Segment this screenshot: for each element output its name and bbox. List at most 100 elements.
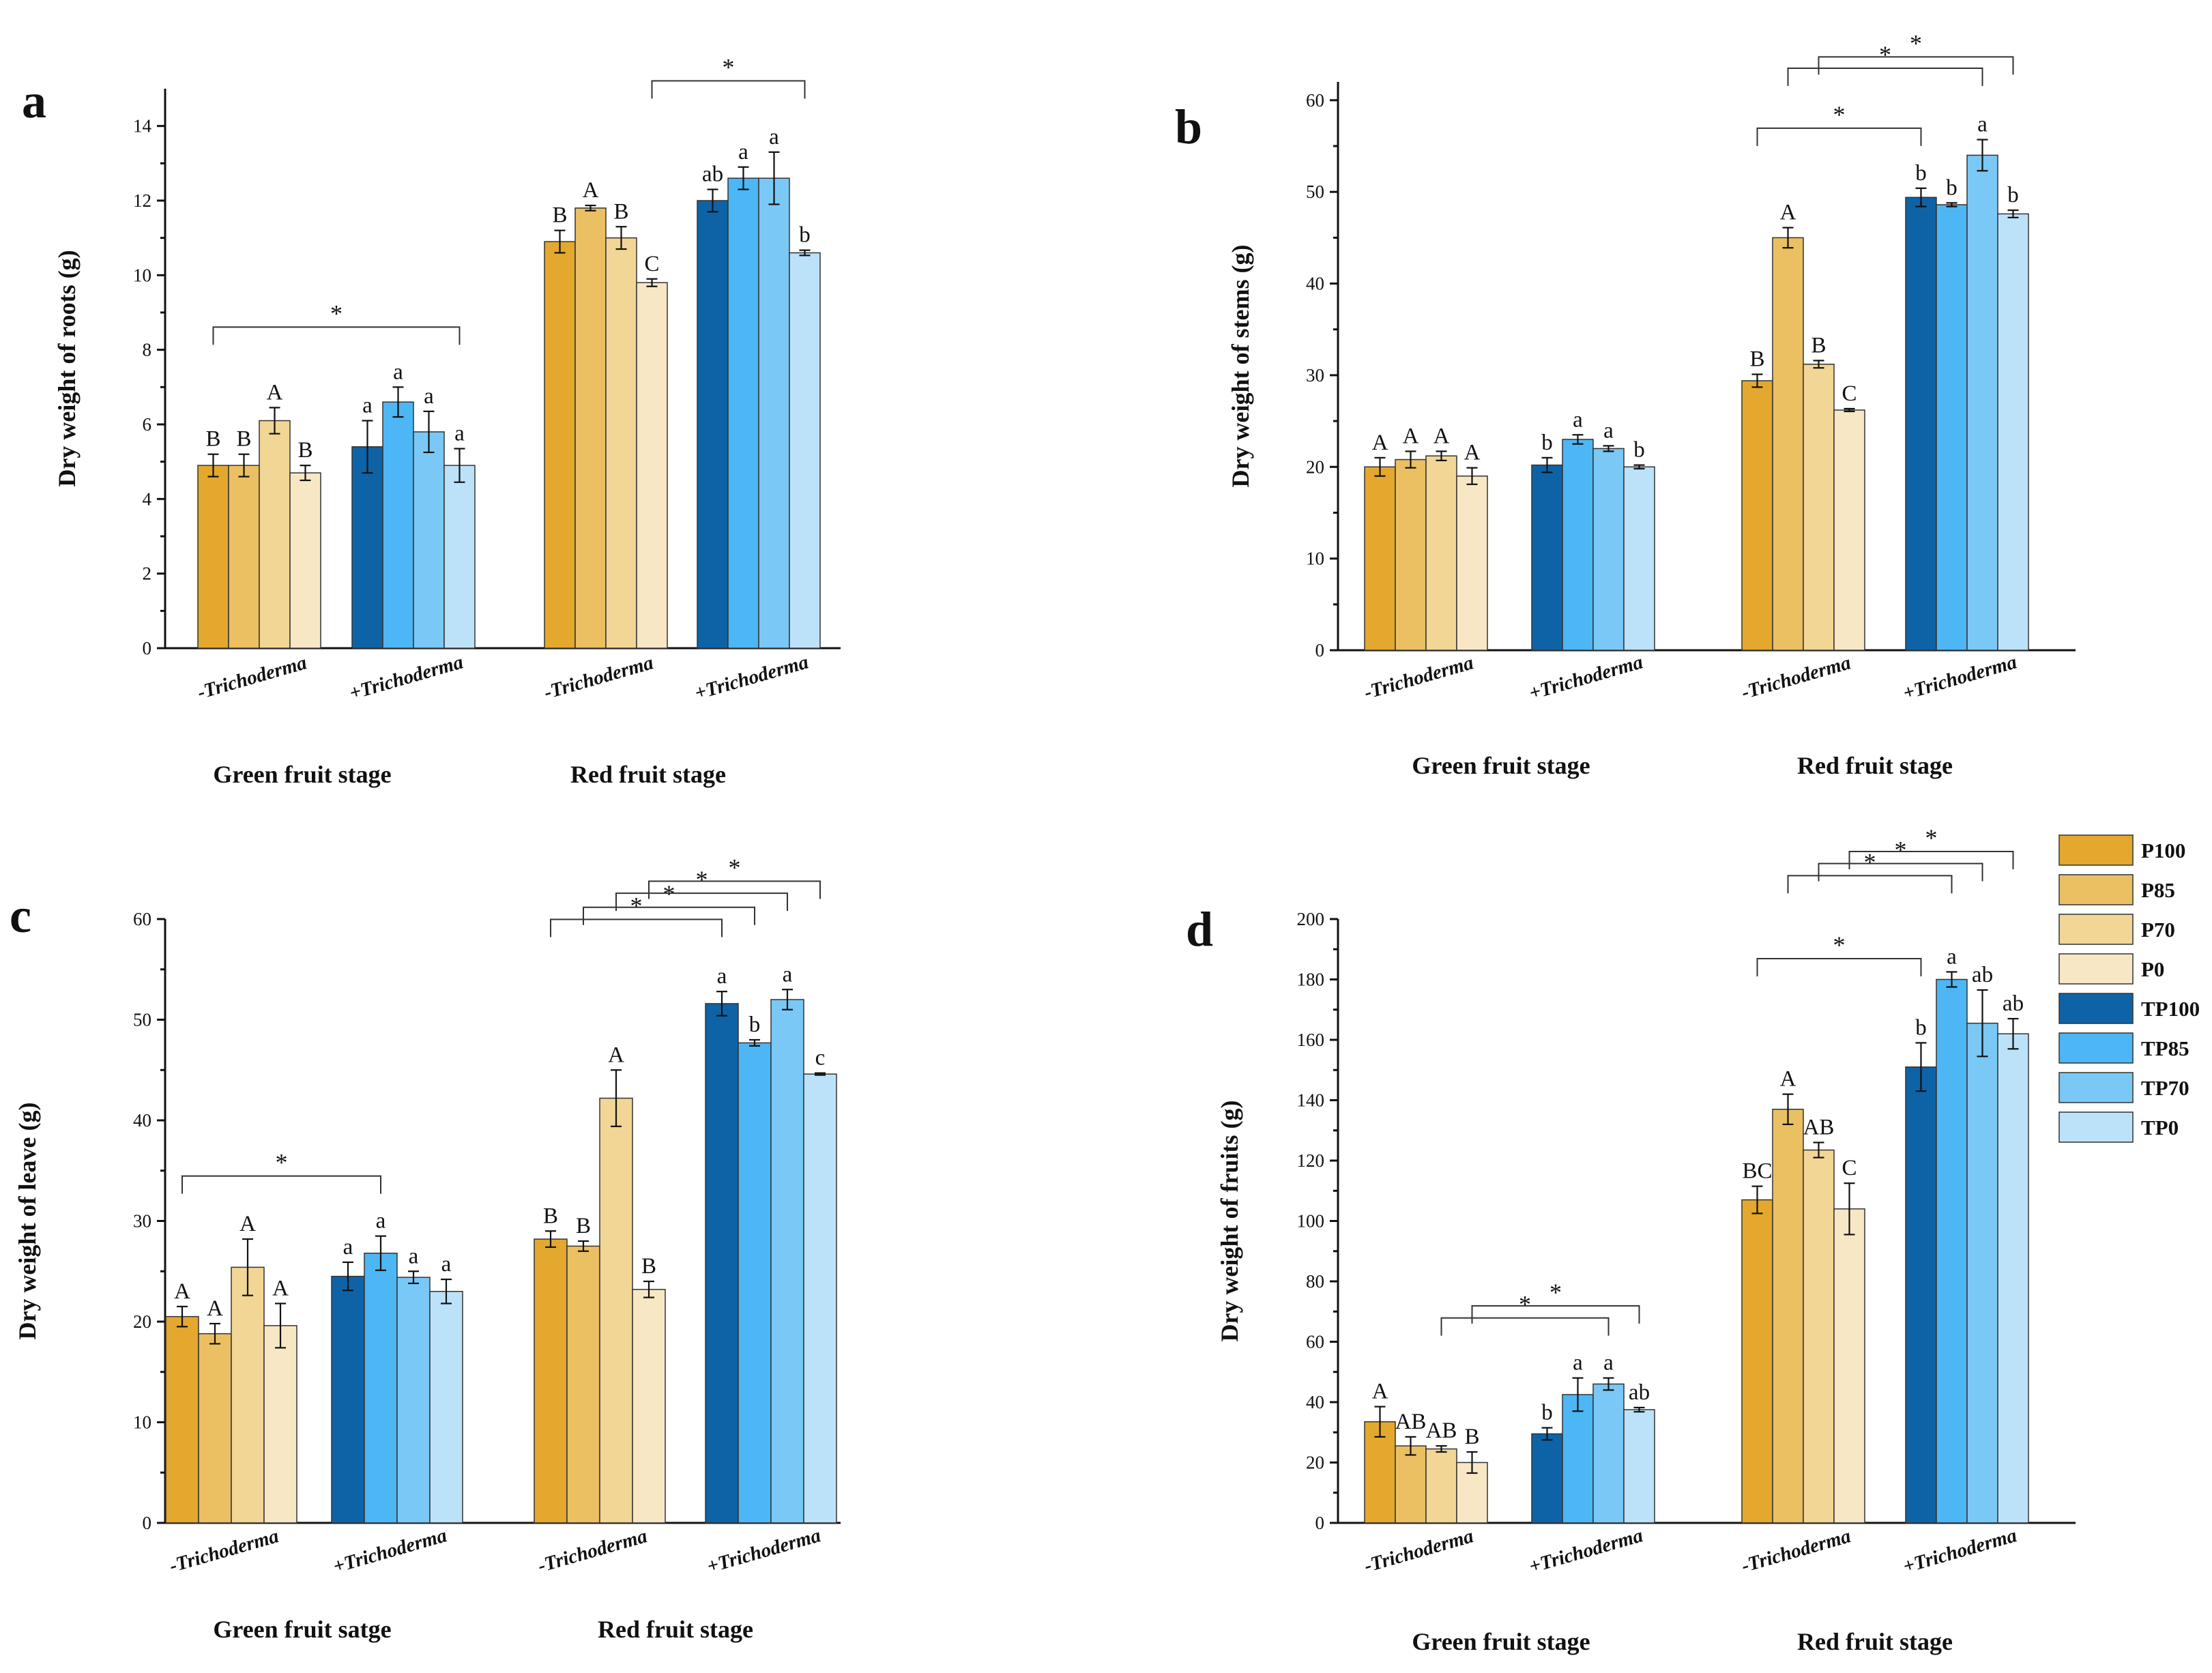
- bar-tp85: [1562, 439, 1594, 651]
- significance-letter: a: [424, 384, 434, 409]
- bar-tp100: [1905, 1066, 1937, 1524]
- x-group-label: +Trichoderma: [1527, 1524, 1646, 1577]
- significance-bracket: [1787, 875, 1953, 894]
- significance-bracket: [583, 906, 755, 925]
- y-tick-label: 4: [143, 489, 152, 509]
- bar-tp100: [1531, 1433, 1563, 1524]
- significance-letter: ab: [1972, 963, 1993, 987]
- stage-label: Red fruit stage: [1797, 752, 1953, 779]
- significance-bracket: [212, 326, 461, 345]
- significance-letter: b: [1946, 175, 1958, 200]
- significance-bracket: [1818, 56, 2014, 75]
- x-group-label: -Trichoderma: [167, 1525, 281, 1577]
- x-group-label: -Trichoderma: [536, 1525, 650, 1577]
- significance-letter: A: [207, 1296, 223, 1321]
- stage-label: Green fruit stage: [213, 761, 391, 788]
- x-group-label: -Trichoderma: [195, 652, 309, 703]
- significance-letter: c: [815, 1046, 826, 1071]
- bar-tp0: [443, 465, 476, 649]
- significance-letter: C: [644, 252, 659, 276]
- significance-star: *: [1879, 41, 1891, 68]
- y-tick-label: 14: [133, 116, 152, 136]
- significance-letter: A: [267, 380, 283, 405]
- bar-tp100: [697, 200, 729, 649]
- bar-tp100: [331, 1275, 365, 1524]
- panel-letter: a: [22, 74, 46, 128]
- legend-label: P85: [2141, 878, 2175, 902]
- bar-p85: [1395, 1445, 1427, 1524]
- bar-tp0: [1623, 466, 1655, 651]
- significance-letter: a: [769, 125, 779, 149]
- significance-bracket: [1818, 862, 1983, 882]
- bar-tp70: [396, 1277, 431, 1524]
- significance-bracket: [1848, 850, 2014, 869]
- significance-letter: B: [297, 438, 312, 463]
- significance-bracket: [181, 1175, 381, 1194]
- y-tick-label: 8: [143, 340, 152, 360]
- bar-p70: [1803, 1149, 1835, 1524]
- significance-letter: a: [409, 1244, 419, 1268]
- significance-star: *: [729, 854, 741, 881]
- significance-letter: a: [1947, 944, 1957, 969]
- y-tick-label: 140: [1297, 1090, 1325, 1111]
- significance-bracket: [550, 918, 723, 937]
- y-tick-label: 10: [133, 1412, 151, 1433]
- significance-letter: ab: [2003, 991, 2024, 1016]
- x-group-label: +Trichoderma: [1901, 1524, 2020, 1577]
- legend-label: P0: [2141, 957, 2164, 981]
- significance-bracket: [1440, 1317, 1610, 1336]
- significance-letter: b: [1915, 161, 1927, 186]
- legend-label: TP85: [2141, 1036, 2189, 1060]
- significance-letter: b: [1541, 1401, 1553, 1425]
- bar-tp85: [1936, 204, 1968, 651]
- legend-swatch-p70: [2058, 914, 2134, 945]
- x-group-label: -Trichoderma: [1739, 652, 1853, 703]
- y-tick-label: 50: [1306, 181, 1324, 202]
- significance-bracket: [1787, 67, 1983, 86]
- significance-star: *: [1833, 101, 1846, 128]
- significance-letter: B: [543, 1204, 558, 1228]
- bar-p70: [1425, 455, 1457, 651]
- bar-p0: [1833, 1208, 1865, 1524]
- stage-label: Red fruit stage: [570, 761, 726, 788]
- y-axis-label: Dry weight of fruits (g): [1216, 1101, 1243, 1342]
- legend-swatch-tp70: [2058, 1072, 2134, 1103]
- legend: P100 P85 P70 P0 TP100 TP85 TP70 TP0: [2058, 834, 2200, 1143]
- y-tick-label: 40: [133, 1110, 151, 1131]
- legend-label: TP70: [2141, 1076, 2189, 1100]
- y-tick-label: 180: [1297, 970, 1325, 990]
- bar-tp70: [1966, 154, 1998, 651]
- bar-tp70: [1966, 1022, 1998, 1524]
- significance-bracket: [648, 880, 821, 899]
- bar-p0: [1833, 409, 1865, 651]
- bar-p100: [544, 241, 576, 649]
- panel-letter: d: [1186, 902, 1213, 957]
- x-group-label: +Trichoderma: [331, 1524, 450, 1577]
- bar-tp70: [1592, 1383, 1625, 1524]
- significance-star: *: [330, 300, 343, 327]
- significance-letter: a: [1573, 1351, 1583, 1376]
- x-group-label: -Trichoderma: [1739, 1525, 1853, 1577]
- x-group-label: -Trichoderma: [542, 652, 656, 703]
- bar-tp0: [803, 1073, 837, 1524]
- significance-star: *: [696, 866, 708, 893]
- x-group-label: +Trichoderma: [693, 651, 811, 704]
- significance-letter: A: [1372, 1380, 1388, 1404]
- bar-p0: [263, 1325, 297, 1524]
- significance-letter: A: [583, 178, 599, 203]
- y-tick-label: 0: [1315, 1513, 1325, 1533]
- significance-letter: B: [641, 1254, 656, 1279]
- legend-swatch-p85: [2058, 874, 2134, 905]
- x-group-label: +Trichoderma: [1901, 651, 2020, 704]
- y-tick-label: 6: [143, 414, 152, 435]
- significance-letter: a: [1603, 418, 1614, 443]
- y-axis-label: Dry weight of stems (g): [1227, 245, 1254, 488]
- significance-star: *: [1549, 1279, 1562, 1306]
- significance-star: *: [1895, 836, 1907, 864]
- y-tick-label: 12: [133, 190, 151, 211]
- bar-p70: [599, 1097, 633, 1524]
